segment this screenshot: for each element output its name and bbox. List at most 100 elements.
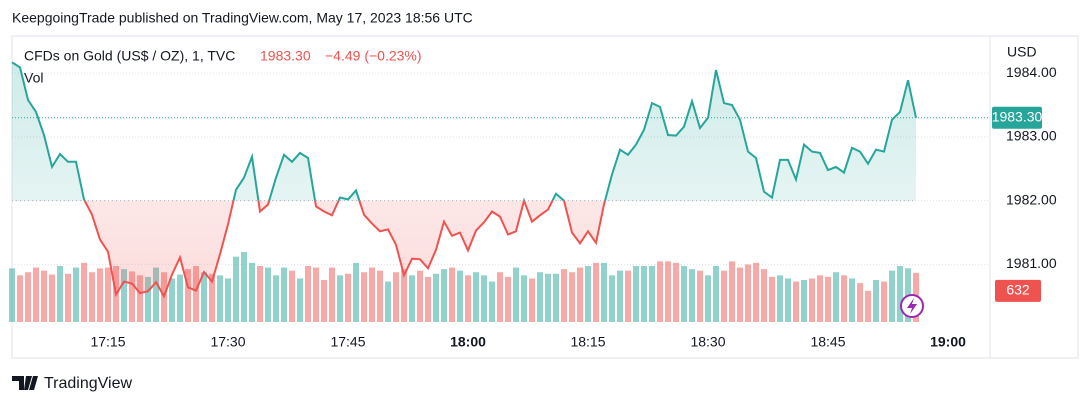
volume-bar [281, 267, 287, 322]
x-tick-label: 17:15 [90, 334, 125, 350]
alert-icon [900, 294, 924, 318]
volume-bar [505, 276, 511, 322]
volume-bar [673, 262, 679, 322]
volume-bar [49, 274, 55, 322]
volume-bar [121, 269, 127, 322]
volume-bar [809, 278, 815, 322]
volume-bar [9, 268, 15, 322]
volume-bar [745, 264, 751, 322]
volume-bar [353, 262, 359, 322]
volume-bar [257, 266, 263, 322]
volume-bar [641, 266, 647, 322]
volume-bar [713, 266, 719, 322]
volume-bar [193, 266, 199, 322]
volume-bar [449, 267, 455, 322]
currency: USD [1007, 44, 1037, 60]
volume-bar [697, 270, 703, 322]
price-line-down [83, 200, 607, 299]
volume-bar [393, 272, 399, 322]
volume-bar [65, 273, 71, 322]
volume-bar [129, 271, 135, 322]
y-tick-label: 1983.00 [1006, 128, 1057, 144]
volume-bar [481, 275, 487, 322]
volume-bar [521, 275, 527, 322]
volume-bar [377, 270, 383, 322]
volume-tag [995, 279, 1041, 302]
volume-bar [729, 261, 735, 322]
volume-bar [785, 278, 791, 322]
volume-bar [217, 275, 223, 322]
last-price-label: 1983.30 [992, 108, 1043, 124]
volume-bar [609, 275, 615, 322]
volume-bar [89, 272, 95, 322]
volume-bar [569, 272, 575, 322]
volume-bar [801, 280, 807, 322]
legend-change: −4.49 (−0.23%) [325, 48, 422, 64]
volume-bar [145, 276, 151, 322]
volume-bar [545, 273, 551, 322]
volume-bar [273, 275, 279, 322]
volume-bar [585, 266, 591, 322]
volume-bar [17, 275, 23, 322]
volume-bar [329, 267, 335, 322]
x-tick-label: 18:45 [810, 334, 845, 350]
volume-bar [841, 275, 847, 322]
volume-bar [473, 272, 479, 322]
volume-bar [57, 266, 63, 322]
x-tick-label: 18:00 [450, 334, 486, 350]
volume-bar [177, 274, 183, 322]
y-tick-label: 1984.00 [1006, 64, 1057, 80]
volume-bar [185, 269, 191, 322]
volume-bar [857, 283, 863, 322]
volume-bar [633, 266, 639, 322]
volume-bar [593, 262, 599, 322]
volume-bar [305, 266, 311, 322]
volume-bar [441, 269, 447, 322]
plot [9, 61, 990, 322]
volume-bar [105, 267, 111, 322]
volume-bar [81, 262, 87, 322]
volume-bar [753, 262, 759, 322]
volume-bar [33, 267, 39, 322]
legend-price: 1983.30 [260, 48, 311, 64]
volume-bar [313, 267, 319, 322]
volume-bar [553, 273, 559, 322]
x-tick-label: 19:00 [930, 334, 966, 350]
volume-bar [297, 278, 303, 322]
volume-bar [209, 273, 215, 322]
volume-bar [201, 272, 207, 322]
volume-legend: Vol [24, 70, 43, 86]
volume-bar [241, 252, 247, 322]
volume-bar [817, 275, 823, 322]
volume-bar [825, 276, 831, 322]
x-tick-label: 17:30 [210, 334, 245, 350]
volume-bar [41, 270, 47, 322]
volume-bar [833, 272, 839, 322]
volume-bar [137, 275, 143, 322]
volume-bar [345, 273, 351, 322]
volume-bar [265, 267, 271, 322]
y-tick-label: 1981.00 [1006, 255, 1057, 271]
x-tick-label: 18:15 [570, 334, 605, 350]
volume-bar [321, 280, 327, 322]
volume-bar [513, 267, 519, 322]
volume-bar [153, 267, 159, 322]
volume-bar [233, 256, 239, 322]
volume-bar [73, 267, 79, 322]
volume-bar [865, 290, 871, 322]
volume-bar [25, 272, 31, 322]
volume-bar [617, 270, 623, 322]
header: KeepgoingTrade published on TradingView.… [12, 10, 473, 26]
volume-bar [369, 267, 375, 322]
volume-bar [225, 278, 231, 322]
volume-bar [849, 278, 855, 322]
volume-bar [625, 270, 631, 322]
y-tick-label: 1982.00 [1006, 191, 1057, 207]
volume-bar [657, 261, 663, 322]
volume-bar [649, 266, 655, 322]
volume-bar [497, 272, 503, 322]
logo [12, 376, 38, 390]
volume-bar [425, 276, 431, 322]
volume-bar [457, 270, 463, 322]
x-tick-label: 18:30 [690, 334, 725, 350]
